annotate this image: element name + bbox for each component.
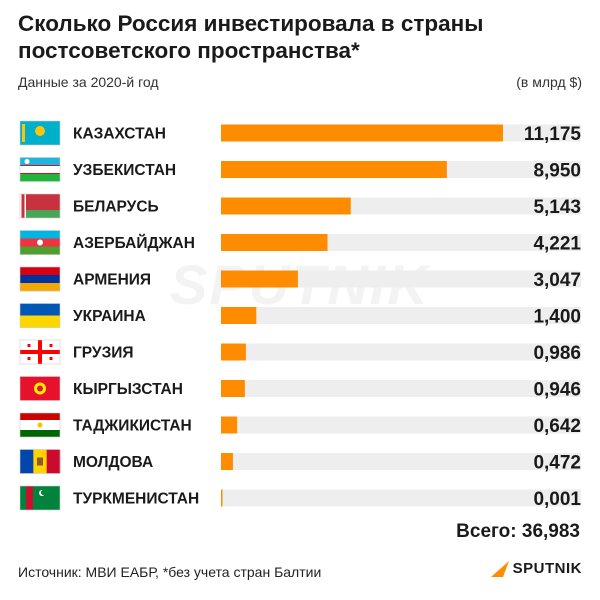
bar bbox=[221, 343, 246, 361]
ukraine-flag bbox=[19, 303, 61, 328]
value-label: 1,400 bbox=[533, 307, 581, 328]
bar bbox=[221, 453, 233, 470]
value-label: 0,986 bbox=[533, 343, 581, 364]
chart-row: АРМЕНИЯ 3,047 bbox=[19, 266, 581, 292]
bar bbox=[221, 416, 238, 434]
category-label: МОЛДОВА bbox=[73, 454, 153, 471]
bar bbox=[221, 124, 503, 142]
sputnik-logo: SPUTNIK bbox=[490, 560, 582, 577]
category-label: ТУРКМЕНИСТАН bbox=[73, 491, 199, 508]
bar bbox=[221, 234, 328, 251]
chart-row: КАЗАХСТАН 11,175 bbox=[19, 120, 581, 146]
bar bbox=[221, 197, 351, 215]
value-label: 0,472 bbox=[533, 453, 581, 474]
belarus-flag bbox=[19, 193, 61, 219]
chart-row: БЕЛАРУСЬ 5,143 bbox=[19, 193, 581, 219]
category-label: ГРУЗИЯ bbox=[73, 345, 134, 362]
bar bbox=[221, 270, 298, 288]
category-label: КЫРГЫЗСТАН bbox=[73, 381, 183, 398]
bar-track bbox=[221, 307, 581, 324]
value-label: 11,175 bbox=[524, 124, 581, 145]
value-label: 0,946 bbox=[533, 380, 581, 401]
chart-row: УКРАИНА 1,400 bbox=[19, 303, 581, 328]
georgia-flag bbox=[19, 339, 61, 365]
bar-track bbox=[221, 343, 581, 361]
category-label: УКРАИНА bbox=[73, 308, 146, 325]
bar bbox=[221, 307, 257, 324]
azerbaijan-flag bbox=[19, 230, 61, 255]
bar-track bbox=[221, 453, 581, 470]
bar-track bbox=[221, 489, 581, 507]
category-label: УЗБЕКИСТАН bbox=[73, 162, 176, 179]
value-label: 0,642 bbox=[533, 416, 581, 437]
chart-row: ТАДЖИКИСТАН 0,642 bbox=[19, 412, 581, 438]
chart-row: АЗЕРБАЙДЖАН 4,221 bbox=[19, 230, 581, 255]
category-label: ТАДЖИКИСТАН bbox=[73, 418, 192, 435]
armenia-flag bbox=[19, 266, 61, 292]
category-label: БЕЛАРУСЬ bbox=[73, 199, 159, 216]
chart-row: КЫРГЫЗСТАН 0,946 bbox=[19, 376, 581, 401]
bar-track bbox=[221, 270, 581, 288]
chart-row: МОЛДОВА 0,472 bbox=[19, 449, 581, 474]
chart-row: УЗБЕКИСТАН 8,950 bbox=[19, 157, 581, 182]
moldova-flag bbox=[19, 449, 61, 474]
kyrgyzstan-flag bbox=[19, 376, 61, 401]
bar-track bbox=[221, 416, 581, 434]
value-label: 8,950 bbox=[533, 161, 581, 182]
value-label: 5,143 bbox=[533, 197, 581, 218]
category-label: АРМЕНИЯ bbox=[73, 272, 151, 289]
sputnik-logo-icon bbox=[490, 560, 509, 577]
value-label: 3,047 bbox=[533, 270, 581, 291]
logo-text: SPUTNIK bbox=[512, 560, 582, 577]
total-label: Всего: 36,983 bbox=[456, 521, 580, 542]
bar-track bbox=[221, 380, 581, 397]
chart-row: ГРУЗИЯ 0,986 bbox=[19, 339, 581, 365]
category-label: КАЗАХСТАН bbox=[73, 126, 166, 143]
source-note: Источник: МВИ ЕАБР, *без учета стран Бал… bbox=[18, 564, 322, 580]
value-label: 4,221 bbox=[533, 234, 581, 255]
tajikistan-flag bbox=[19, 412, 61, 438]
bar bbox=[221, 380, 245, 397]
bar bbox=[221, 161, 447, 178]
category-label: АЗЕРБАЙДЖАН bbox=[73, 234, 195, 252]
uzbekistan-flag bbox=[19, 157, 61, 182]
unit-label: (в млрд $) bbox=[516, 74, 582, 90]
value-label: 0,001 bbox=[533, 489, 581, 510]
chart-row: ТУРКМЕНИСТАН 0,001 bbox=[19, 485, 581, 511]
chart-subtitle: Данные за 2020-й год bbox=[18, 74, 159, 90]
kazakhstan-flag bbox=[19, 120, 61, 146]
bar bbox=[221, 489, 223, 507]
turkmenistan-flag bbox=[19, 485, 61, 511]
chart-title: Сколько Россия инвестировала в страны по… bbox=[18, 11, 484, 63]
